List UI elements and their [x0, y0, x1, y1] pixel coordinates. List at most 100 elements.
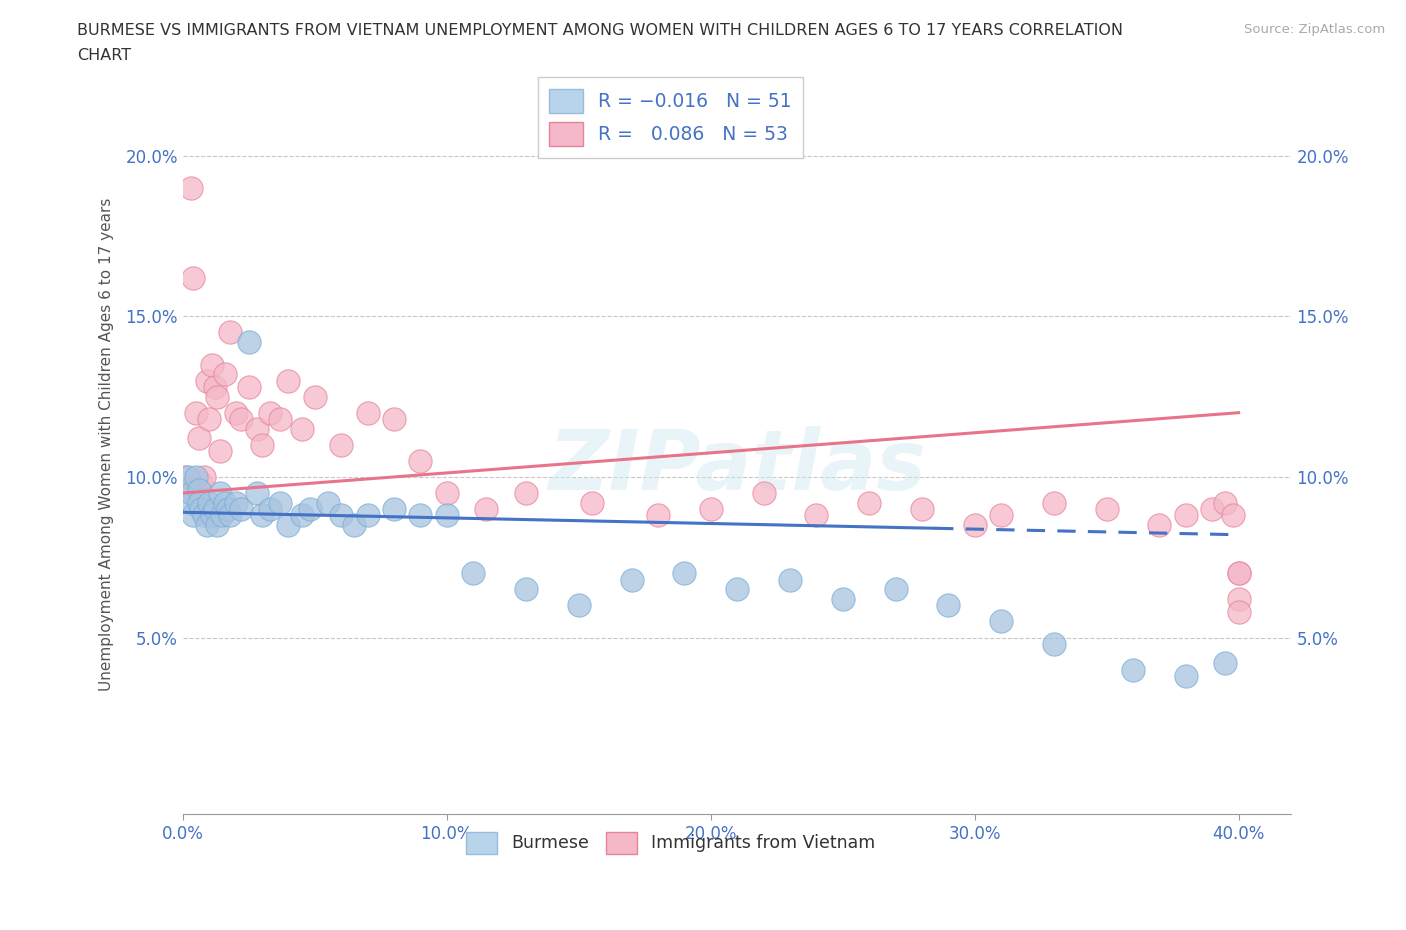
Point [195, 518, 218, 533]
Point [673, 565, 696, 580]
Point [201, 357, 224, 372]
Point [198, 412, 221, 427]
Point [238, 335, 260, 350]
Legend: Burmese, Immigrants from Vietnam: Burmese, Immigrants from Vietnam [458, 825, 883, 861]
Point [184, 405, 207, 420]
Point [225, 495, 247, 510]
Point [277, 373, 299, 388]
Point [1222, 508, 1244, 523]
Point [700, 501, 723, 516]
Point [190, 501, 212, 516]
Point [184, 470, 207, 485]
Point [193, 470, 215, 485]
Text: ZIPatlas: ZIPatlas [548, 427, 927, 508]
Point [177, 483, 200, 498]
Point [1227, 565, 1250, 580]
Point [911, 501, 934, 516]
Text: BURMESE VS IMMIGRANTS FROM VIETNAM UNEMPLOYMENT AMONG WOMEN WITH CHILDREN AGES 6: BURMESE VS IMMIGRANTS FROM VIETNAM UNEMP… [77, 23, 1123, 38]
Point [463, 565, 485, 580]
Point [356, 508, 378, 523]
Point [217, 501, 239, 516]
Point [1043, 495, 1066, 510]
Point [1149, 518, 1171, 533]
Point [246, 485, 269, 500]
Point [409, 508, 432, 523]
Point [779, 572, 801, 587]
Point [990, 614, 1012, 629]
Point [1174, 508, 1197, 523]
Point [225, 405, 247, 420]
Point [187, 483, 209, 498]
Point [1227, 565, 1250, 580]
Point [250, 437, 273, 452]
Point [201, 508, 224, 523]
Point [211, 508, 233, 523]
Point [1201, 501, 1223, 516]
Point [180, 485, 202, 500]
Point [193, 508, 215, 523]
Point [409, 454, 432, 469]
Point [198, 495, 221, 510]
Point [963, 518, 986, 533]
Point [219, 508, 242, 523]
Text: Source: ZipAtlas.com: Source: ZipAtlas.com [1244, 23, 1385, 36]
Point [1227, 591, 1250, 606]
Point [515, 485, 537, 500]
Point [831, 591, 853, 606]
Point [806, 508, 828, 523]
Point [205, 389, 228, 404]
Point [208, 444, 231, 458]
Point [1043, 636, 1066, 651]
Point [304, 389, 326, 404]
Point [177, 470, 200, 485]
Point [1215, 495, 1237, 510]
Point [229, 412, 252, 427]
Point [1215, 656, 1237, 671]
Point [356, 405, 378, 420]
Point [238, 379, 260, 394]
Point [277, 518, 299, 533]
Point [752, 485, 775, 500]
Point [214, 366, 236, 381]
Point [269, 495, 291, 510]
Point [214, 495, 236, 510]
Point [250, 508, 273, 523]
Point [515, 582, 537, 597]
Point [291, 508, 314, 523]
Point [1174, 669, 1197, 684]
Point [259, 501, 281, 516]
Point [204, 379, 226, 394]
Point [205, 518, 228, 533]
Point [858, 495, 880, 510]
Point [1095, 501, 1118, 516]
Point [884, 582, 907, 597]
Point [204, 501, 226, 516]
Point [259, 405, 281, 420]
Point [187, 495, 209, 510]
Point [291, 421, 314, 436]
Point [229, 501, 252, 516]
Point [382, 412, 405, 427]
Point [330, 508, 353, 523]
Point [298, 501, 321, 516]
Point [269, 412, 291, 427]
Point [382, 501, 405, 516]
Point [647, 508, 669, 523]
Point [180, 180, 202, 195]
Point [187, 431, 209, 445]
Point [180, 495, 202, 510]
Point [195, 373, 218, 388]
Point [436, 485, 458, 500]
Point [1122, 662, 1144, 677]
Point [246, 421, 269, 436]
Point [990, 508, 1012, 523]
Point [581, 495, 603, 510]
Point [190, 476, 212, 491]
Point [183, 271, 205, 286]
Point [183, 508, 205, 523]
Point [568, 598, 591, 613]
Point [343, 518, 366, 533]
Point [725, 582, 748, 597]
Point [620, 572, 643, 587]
Text: CHART: CHART [77, 48, 131, 63]
